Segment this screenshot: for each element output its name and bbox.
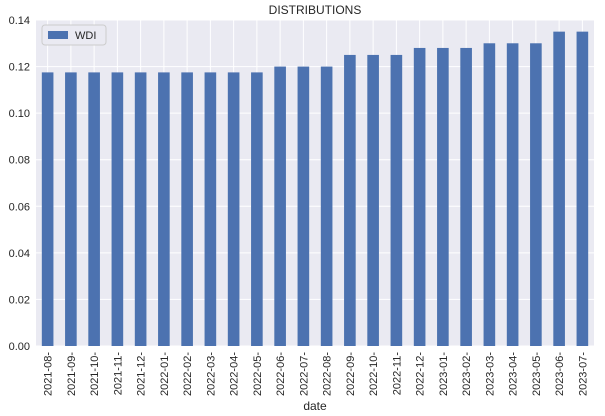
x-tick-label: 2022-03-	[205, 352, 217, 396]
x-tick-label: 2023-04-	[508, 352, 520, 396]
x-tick-label: 2022-04-	[229, 352, 241, 396]
bar-2022-03	[204, 72, 217, 347]
bar-2021-12	[134, 72, 147, 347]
bar-2022-11	[390, 54, 403, 347]
bar-2022-09	[344, 54, 356, 347]
x-tick-label: 2021-10-	[89, 352, 101, 396]
y-tick-label: 0.04	[9, 248, 30, 260]
x-tick-label: 2021-08-	[43, 352, 55, 396]
x-tick-label: 2023-01-	[438, 352, 450, 396]
x-tick-label: 2022-10-	[368, 352, 380, 396]
x-axis-ticks: 2021-08- 2021-09- 2021-10- 2021-11- 2021-12-…	[43, 352, 590, 396]
bar-2021-11	[111, 72, 124, 347]
x-tick-label: 2022-11-	[391, 352, 403, 396]
bar-series	[41, 31, 589, 347]
x-tick-label: 2023-03-	[484, 352, 496, 396]
y-tick-label: 0.14	[9, 15, 30, 27]
bar-2023-02	[460, 47, 472, 346]
x-tick-label: 2022-07-	[298, 352, 310, 396]
x-tick-label: 2023-06-	[554, 352, 566, 396]
y-tick-label: 0.08	[9, 155, 30, 167]
x-tick-label: 2023-05-	[531, 352, 543, 396]
chart-title: DISTRIBUTIONS	[269, 3, 362, 17]
y-tick-label: 0.10	[9, 108, 30, 120]
x-tick-label: 2022-05-	[252, 352, 264, 396]
x-tick-label: 2022-06-	[275, 352, 287, 396]
bar-2023-03	[483, 43, 496, 347]
plot-area	[36, 20, 594, 346]
x-tick-label: 2022-08-	[322, 352, 334, 396]
y-tick-label: 0.12	[9, 62, 30, 74]
y-tick-label: 0.00	[9, 341, 30, 353]
bar-2023-01	[437, 47, 449, 346]
bar-2022-07	[297, 66, 310, 347]
bar-2023-07	[576, 31, 589, 347]
bar-2022-05	[251, 72, 263, 347]
bar-2023-06	[553, 31, 565, 347]
y-tick-label: 0.06	[9, 201, 30, 213]
bar-2021-08	[41, 72, 54, 347]
bar-2023-05	[530, 43, 542, 347]
bar-2022-02	[181, 72, 193, 347]
x-tick-label: 2021-11-	[112, 352, 124, 396]
bar-2021-09	[65, 72, 77, 347]
legend-swatch	[48, 31, 68, 39]
bar-2023-04	[506, 43, 519, 347]
x-tick-label: 2022-01-	[159, 352, 171, 396]
x-tick-label: 2022-12-	[415, 352, 427, 396]
x-tick-label: 2021-12-	[136, 352, 148, 396]
bar-2022-01	[158, 72, 170, 347]
x-tick-label: 2022-02-	[182, 352, 194, 396]
bar-2021-10	[88, 72, 100, 347]
y-tick-label: 0.02	[9, 294, 30, 306]
x-tick-label: 2022-09-	[345, 352, 357, 396]
bar-2022-04	[227, 72, 240, 347]
legend: WDI	[41, 24, 107, 46]
bar-2022-12	[413, 47, 426, 346]
x-tick-label: 2023-07-	[577, 352, 589, 396]
x-tick-label: 2021-09-	[66, 352, 78, 396]
x-axis-title: date	[303, 399, 327, 413]
bar-2022-08	[320, 66, 333, 347]
bar-2022-10	[367, 54, 379, 347]
x-tick-label: 2023-02-	[461, 352, 473, 396]
legend-label-wdi: WDI	[75, 30, 96, 42]
y-axis-ticks: 0.00 0.02 0.04 0.06 0.08 0.10 0.12 0.14	[9, 15, 30, 353]
legend-box	[41, 24, 107, 46]
bar-2022-06	[274, 66, 286, 347]
